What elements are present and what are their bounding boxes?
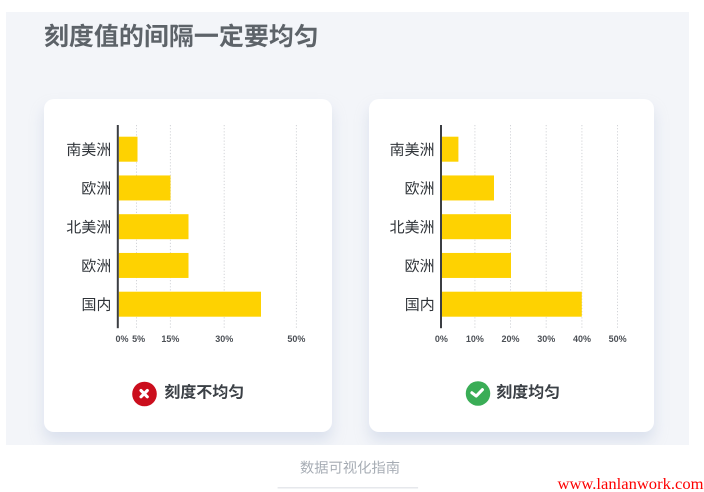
svg-text:30%: 30% (215, 334, 233, 344)
svg-text:50%: 50% (609, 334, 627, 344)
svg-text:5%: 5% (132, 334, 145, 344)
svg-text:0%: 0% (435, 334, 448, 344)
svg-text:15%: 15% (161, 334, 179, 344)
svg-text:0%: 0% (115, 334, 128, 344)
svg-text:50%: 50% (287, 334, 305, 344)
svg-text:20%: 20% (501, 334, 519, 344)
svg-text:40%: 40% (573, 334, 591, 344)
svg-text:www.lanlanwork.com: www.lanlanwork.com (558, 476, 704, 492)
svg-text:10%: 10% (466, 334, 484, 344)
svg-text:30%: 30% (537, 334, 555, 344)
